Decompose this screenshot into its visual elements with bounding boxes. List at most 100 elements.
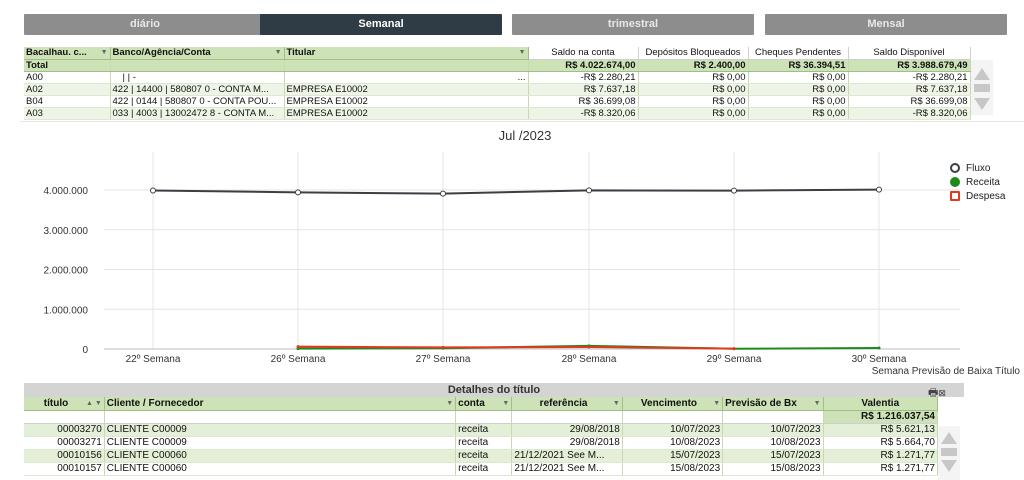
y-tick-label: 3.000.000	[44, 226, 89, 237]
cell-vencimento: 15/07/2023	[622, 449, 724, 463]
cell-previsao: 15/07/2023	[722, 449, 824, 463]
total-label: Total	[24, 59, 111, 72]
cell-saldo: R$ 36.699,08	[528, 95, 639, 108]
data-point	[877, 346, 881, 350]
scroll-down-icon[interactable]	[974, 98, 990, 110]
cell-titulo: 00003270	[24, 423, 105, 437]
y-tick-label: 4.000.000	[44, 186, 89, 197]
sort-arrow-icon[interactable]: ▲ ▼	[85, 400, 102, 407]
sort-arrow-icon[interactable]: ▼	[446, 400, 454, 407]
accounts-table: Bacalhau. c... ▼ Banco/Agência/Conta ▼ Tit…	[24, 47, 971, 120]
sort-arrow-icon[interactable]: ▼	[502, 400, 510, 407]
legend-label: Receita	[966, 177, 1000, 188]
details-total-value: R$ 1.216.037,54	[823, 410, 939, 424]
cell-depositos: R$ 0,00	[638, 95, 749, 108]
scroll-thumb[interactable]	[941, 448, 957, 456]
table-row[interactable]: 00003271 CLIENTE C00009 receita 29/08/20…	[24, 436, 939, 450]
legend-label: Despesa	[966, 191, 1006, 202]
tab-semanal[interactable]: Semanal	[260, 14, 502, 35]
cell-titular: EMPRESA E10002	[284, 83, 529, 96]
column-header-referencia[interactable]: referência ▼	[511, 397, 623, 411]
column-header-disponivel[interactable]: Saldo Disponível	[848, 47, 971, 60]
cell-disponivel: R$ 36.699,08	[848, 95, 971, 108]
column-header-banco[interactable]: Banco/Agência/Conta ▼	[110, 47, 285, 60]
total-cheques: R$ 36.394,51	[748, 59, 849, 72]
sort-arrow-icon[interactable]: ▼	[713, 400, 721, 407]
table-row[interactable]: 00010157 CLIENTE C00060 receita 21/12/20…	[24, 462, 939, 476]
column-header-vencimento[interactable]: Vencimento ▼	[622, 397, 724, 411]
export-excel-icon[interactable]: ⊠	[938, 388, 946, 398]
data-point	[440, 190, 446, 197]
total-saldo: R$ 4.022.674,00	[528, 59, 639, 72]
cell-cliente: CLIENTE C00009	[104, 436, 457, 450]
table-row[interactable]: A03 033 | 4003 | 13002472 8 - CONTA M...…	[24, 107, 971, 120]
tab-diario[interactable]: diário	[24, 14, 266, 35]
cell-cheques: R$ 0,00	[748, 71, 849, 84]
series-line-fluxo	[152, 188, 880, 195]
column-header-cheques[interactable]: Cheques Pendentes	[748, 47, 849, 60]
cell-banco: | | -	[110, 71, 285, 84]
legend-marker-icon	[950, 163, 960, 174]
sort-arrow-icon[interactable]: ▼	[518, 49, 526, 56]
tab-trimestral[interactable]: trimestral	[512, 14, 754, 35]
accounts-scrollbar[interactable]	[971, 60, 993, 115]
table-row[interactable]: 00003270 CLIENTE C00009 receita 29/08/20…	[24, 423, 939, 437]
sort-arrow-icon[interactable]: ▼	[612, 400, 620, 407]
cell-referencia: 21/12/2021 See M...	[511, 449, 623, 463]
chart-title: Jul /2023	[499, 128, 552, 143]
details-toolbar: 🖶⊠	[928, 384, 946, 403]
total-row: Total R$ 4.022.674,00 R$ 2.400,00 R$ 36.…	[24, 59, 971, 72]
cell-valor: R$ 5.664,70	[823, 436, 939, 450]
print-icon[interactable]: 🖶	[928, 387, 939, 399]
cell-vencimento: 10/08/2023	[622, 436, 724, 450]
column-header-conta[interactable]: conta ▼	[455, 397, 513, 411]
table-row[interactable]: A02 422 | 14400 | 580807 0 - CONTA M... …	[24, 83, 971, 96]
x-tick-label: 27º Semana	[416, 354, 471, 365]
details-total-row: R$ 1.216.037,54	[24, 410, 939, 424]
cell-titulo: 00010156	[24, 449, 105, 463]
column-header-titulo[interactable]: título ▲ ▼	[24, 397, 105, 411]
x-tick-label: 29º Semana	[707, 354, 762, 365]
total-depositos: R$ 2.400,00	[638, 59, 749, 72]
details-scrollbar[interactable]	[938, 426, 960, 480]
column-header-previsao[interactable]: Previsão de Bx ▼	[722, 397, 824, 411]
scroll-up-icon[interactable]	[941, 432, 957, 444]
series-line-despesa	[297, 345, 735, 350]
data-point	[731, 187, 737, 194]
table-row[interactable]: B04 422 | 0144 | 580807 0 - CONTA POU...…	[24, 95, 971, 108]
scroll-up-icon[interactable]	[974, 68, 990, 80]
sort-arrow-icon[interactable]: ▼	[274, 49, 282, 56]
cell-conta: receita	[455, 449, 513, 463]
column-header-valor[interactable]: Valentia	[823, 397, 939, 411]
table-row[interactable]: A00 | | - ... -R$ 2.280,21 R$ 0,00 R$ 0,…	[24, 71, 971, 84]
column-header-depositos[interactable]: Depósitos Bloqueados	[638, 47, 749, 60]
cell-conta: receita	[455, 436, 513, 450]
column-header-cliente[interactable]: Cliente / Fornecedor ▼	[104, 397, 457, 411]
legend-item-fluxo[interactable]: Fluxo	[950, 162, 1005, 176]
x-tick-label: 30º Semana	[852, 354, 907, 365]
cell-titular: ...	[284, 71, 529, 84]
data-point	[441, 345, 445, 349]
legend: Fluxo Receita Despesa	[950, 162, 1005, 204]
details-table: título ▲ ▼ Cliente / Fornecedor ▼ conta ▼ r…	[24, 397, 939, 476]
legend-marker-icon	[950, 191, 960, 202]
column-header-saldo[interactable]: Saldo na conta	[528, 47, 639, 60]
tab-mensal[interactable]: Mensal	[765, 14, 1007, 35]
data-point	[296, 345, 300, 349]
cell-saldo: R$ 7.637,18	[528, 83, 639, 96]
data-point	[876, 186, 882, 193]
legend-item-receita[interactable]: Receita	[950, 176, 1005, 190]
cell-banco: 033 | 4003 | 13002472 8 - CONTA M...	[110, 107, 285, 120]
column-header-titular[interactable]: Titular ▼	[284, 47, 529, 60]
cell-depositos: R$ 0,00	[638, 107, 749, 120]
line-chart: Jul /2023 0 1.000.000 2.000.000 3.000.000 4.0…	[44, 128, 1021, 377]
legend-item-despesa[interactable]: Despesa	[950, 190, 1005, 204]
x-tick-label: 22º Semana	[126, 354, 181, 365]
column-header-codigo[interactable]: Bacalhau. c... ▼	[24, 47, 111, 60]
scroll-down-icon[interactable]	[941, 460, 957, 472]
sort-arrow-icon[interactable]: ▼	[813, 400, 821, 407]
table-row[interactable]: 00010156 CLIENTE C00060 receita 21/12/20…	[24, 449, 939, 463]
cell-referencia: 29/08/2018	[511, 436, 623, 450]
scroll-thumb[interactable]	[974, 84, 990, 92]
sort-arrow-icon[interactable]: ▼	[100, 49, 108, 56]
